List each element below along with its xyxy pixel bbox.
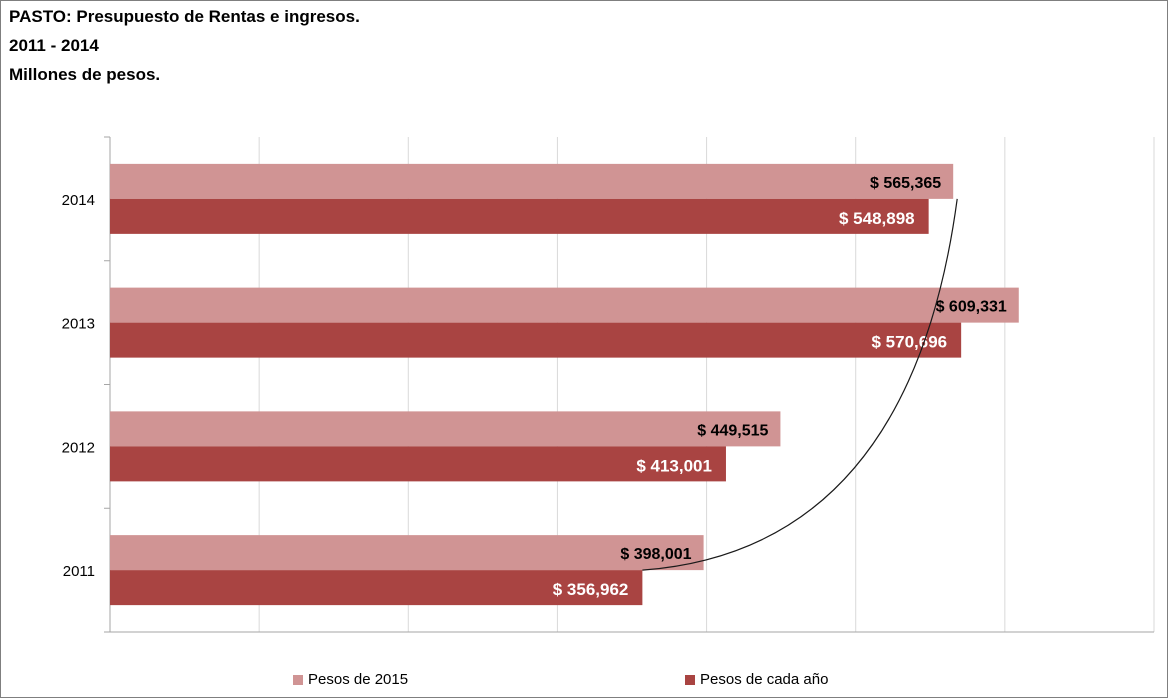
data-label-pesos-cada-ano: $ 413,001 <box>636 456 712 475</box>
y-tick-label: 2013 <box>62 316 95 333</box>
bar-pesos-cada-ano <box>110 446 726 482</box>
data-label-pesos-cada-ano: $ 548,898 <box>839 209 915 228</box>
trend-curve <box>642 198 958 571</box>
y-tick-label: 2014 <box>62 192 95 209</box>
bar-pesos-2015 <box>110 287 1019 323</box>
data-label-pesos-2015: $ 449,515 <box>697 422 768 439</box>
bar-pesos-2015 <box>110 411 781 447</box>
chart-subtitle-years: 2011 - 2014 <box>9 36 99 55</box>
legend-label-pesos-cada-ano: Pesos de cada año <box>700 671 829 688</box>
data-label-pesos-cada-ano: $ 356,962 <box>553 580 629 599</box>
data-label-pesos-2015: $ 398,001 <box>620 546 691 563</box>
chart-title: PASTO: Presupuesto de Rentas e ingresos. <box>9 7 360 26</box>
data-label-pesos-2015: $ 609,331 <box>936 299 1007 316</box>
chart-subtitle-units: Millones de pesos. <box>9 65 161 84</box>
bar-pesos-2015 <box>110 163 954 199</box>
y-tick-label: 2012 <box>62 439 95 456</box>
bar-pesos-cada-ano <box>110 570 643 606</box>
legend-item-pesos-cada-ano: Pesos de cada año <box>685 671 828 688</box>
legend-label-pesos-2015: Pesos de 2015 <box>308 671 409 688</box>
bar-pesos-2015 <box>110 535 704 571</box>
legend-swatch-pesos-cada-ano <box>685 674 695 685</box>
bar-pesos-cada-ano <box>110 322 962 358</box>
legend-item-pesos-2015: Pesos de 2015 <box>293 671 408 688</box>
bar-pesos-cada-ano <box>110 198 929 234</box>
legend-swatch-pesos-2015 <box>293 674 303 685</box>
data-label-pesos-2015: $ 565,365 <box>870 175 941 192</box>
data-label-pesos-cada-ano: $ 570,696 <box>872 333 948 352</box>
y-tick-label: 2011 <box>63 563 95 580</box>
